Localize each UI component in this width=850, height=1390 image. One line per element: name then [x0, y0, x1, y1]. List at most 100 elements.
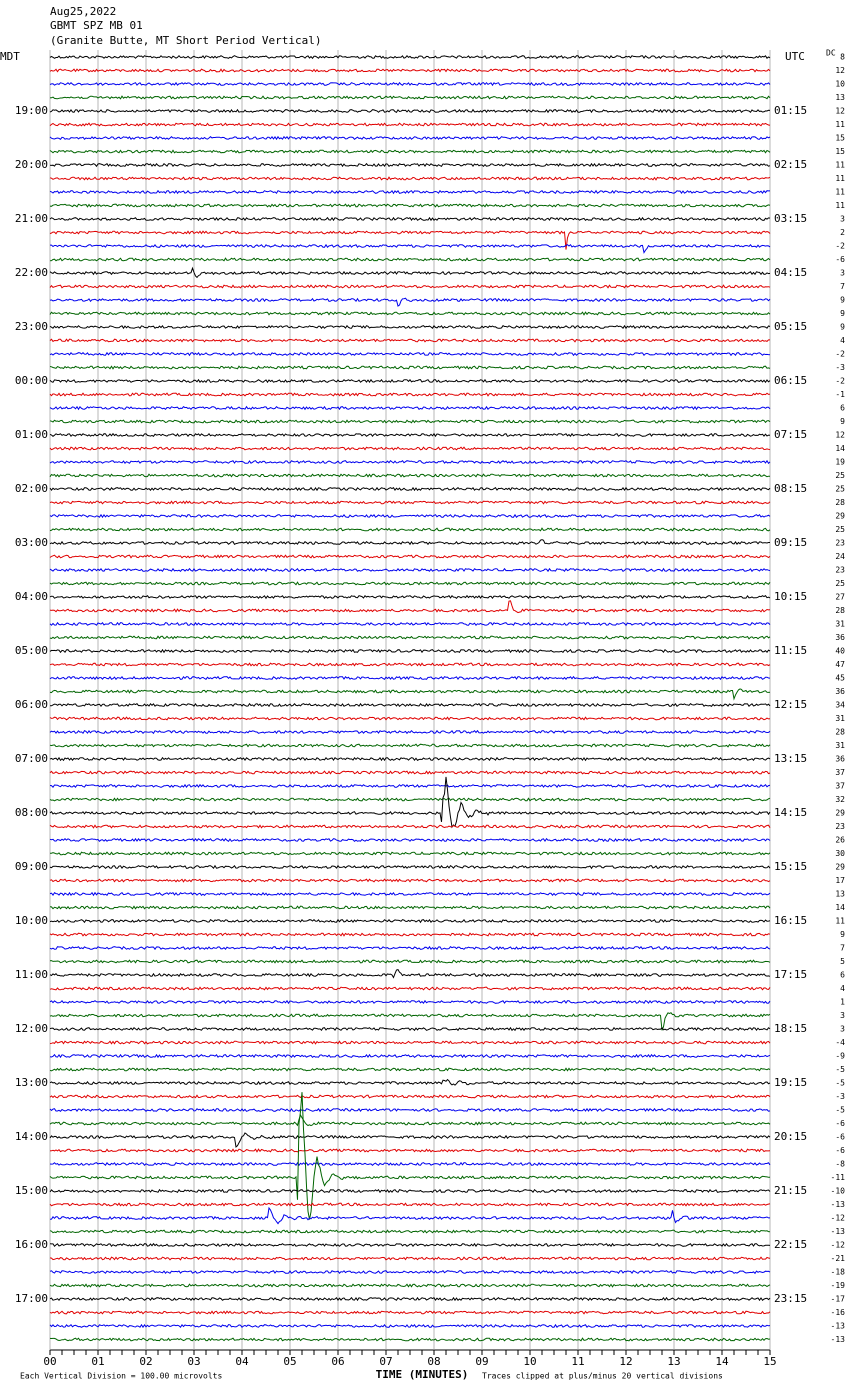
dc-value: -5 — [835, 1106, 845, 1115]
trace — [49, 716, 771, 721]
x-tick-label: 03 — [187, 1355, 200, 1368]
dc-value: 37 — [835, 768, 845, 777]
trace — [49, 95, 771, 100]
left-time: 22:00 — [15, 266, 48, 279]
left-time: 16:00 — [15, 1238, 48, 1251]
trace — [49, 1113, 771, 1127]
dc-value: 37 — [835, 782, 845, 791]
dc-value: 11 — [835, 201, 845, 210]
dc-value: 31 — [835, 620, 845, 629]
dc-value: 11 — [835, 188, 845, 197]
left-time: 23:00 — [15, 320, 48, 333]
dc-value: -16 — [831, 1308, 846, 1317]
dc-value: 11 — [835, 161, 845, 170]
trace — [49, 324, 771, 330]
trace — [49, 837, 771, 843]
trace — [49, 266, 771, 279]
dc-value: 29 — [835, 809, 845, 818]
dc-value: 3 — [840, 1011, 845, 1020]
left-time: 13:00 — [15, 1076, 48, 1089]
trace — [49, 216, 771, 222]
dc-value: 25 — [835, 525, 845, 534]
trace — [49, 1094, 771, 1099]
left-time: 08:00 — [15, 806, 48, 819]
right-time: 16:15 — [774, 914, 807, 927]
trace — [49, 905, 771, 910]
trace — [49, 1053, 771, 1059]
dc-label: DC — [826, 49, 836, 58]
x-tick-label: 15 — [763, 1355, 776, 1368]
dc-value: 13 — [835, 93, 845, 102]
dc-value: 26 — [835, 836, 845, 845]
trace — [49, 297, 771, 307]
dc-value: -13 — [831, 1200, 846, 1209]
dc-value: 27 — [835, 593, 845, 602]
trace — [49, 284, 771, 289]
dc-value: -3 — [835, 1092, 845, 1101]
trace — [49, 1283, 771, 1288]
left-time: 12:00 — [15, 1022, 48, 1035]
trace — [49, 864, 771, 870]
right-time: 04:15 — [774, 266, 807, 279]
date: Aug25,2022 — [50, 5, 116, 18]
left-time: 15:00 — [15, 1184, 48, 1197]
trace — [49, 594, 771, 600]
left-time: 02:00 — [15, 482, 48, 495]
trace — [49, 68, 771, 73]
trace — [49, 432, 771, 438]
trace — [49, 176, 771, 181]
dc-value: 3 — [840, 269, 845, 278]
trace — [49, 783, 771, 789]
trace — [49, 770, 771, 775]
trace — [49, 969, 771, 979]
trace — [49, 918, 771, 924]
x-tick-label: 12 — [619, 1355, 632, 1368]
left-time: 05:00 — [15, 644, 48, 657]
dc-value: 14 — [835, 444, 845, 453]
trace — [49, 122, 771, 127]
dc-value: -13 — [831, 1227, 846, 1236]
trace — [49, 473, 770, 478]
dc-value: 9 — [840, 296, 845, 305]
trace — [49, 1242, 771, 1248]
dc-value: 19 — [835, 458, 845, 467]
dc-value: 10 — [835, 80, 845, 89]
right-zone: UTC — [785, 50, 805, 63]
trace — [49, 959, 771, 964]
trace — [49, 1202, 771, 1207]
description: (Granite Butte, MT Short Period Vertical… — [50, 34, 322, 47]
dc-value: 25 — [835, 579, 845, 588]
trace — [49, 257, 771, 262]
dc-value: 9 — [840, 417, 845, 426]
left-time: 14:00 — [15, 1130, 48, 1143]
right-time: 10:15 — [774, 590, 807, 603]
dc-value: 32 — [835, 795, 845, 804]
right-time: 07:15 — [774, 428, 807, 441]
x-tick-label: 08 — [427, 1355, 440, 1368]
scale-note: Each Vertical Division = 100.00 microvol… — [20, 1372, 222, 1381]
left-zone: MDT — [0, 50, 20, 63]
trace — [49, 1310, 771, 1315]
x-tick-label: 02 — [139, 1355, 152, 1368]
dc-value: 29 — [835, 863, 845, 872]
clip-note: Traces clipped at plus/minus 20 vertical… — [482, 1372, 723, 1381]
right-time: 06:15 — [774, 374, 807, 387]
dc-value: -6 — [835, 1146, 845, 1155]
trace — [49, 1337, 771, 1342]
right-time: 19:15 — [774, 1076, 807, 1089]
trace — [49, 1323, 771, 1329]
dc-value: -5 — [835, 1065, 845, 1074]
right-time: 14:15 — [774, 806, 807, 819]
dc-value: 23 — [835, 566, 845, 575]
dc-value: 47 — [835, 660, 845, 669]
left-time: 06:00 — [15, 698, 48, 711]
dc-value: -8 — [835, 1160, 845, 1169]
dc-value: 31 — [835, 714, 845, 723]
x-tick-label: 00 — [43, 1355, 56, 1368]
trace — [49, 1229, 771, 1234]
trace — [49, 776, 771, 829]
right-time: 18:15 — [774, 1022, 807, 1035]
trace — [49, 554, 771, 559]
left-time: 20:00 — [15, 158, 48, 171]
trace — [49, 891, 771, 897]
